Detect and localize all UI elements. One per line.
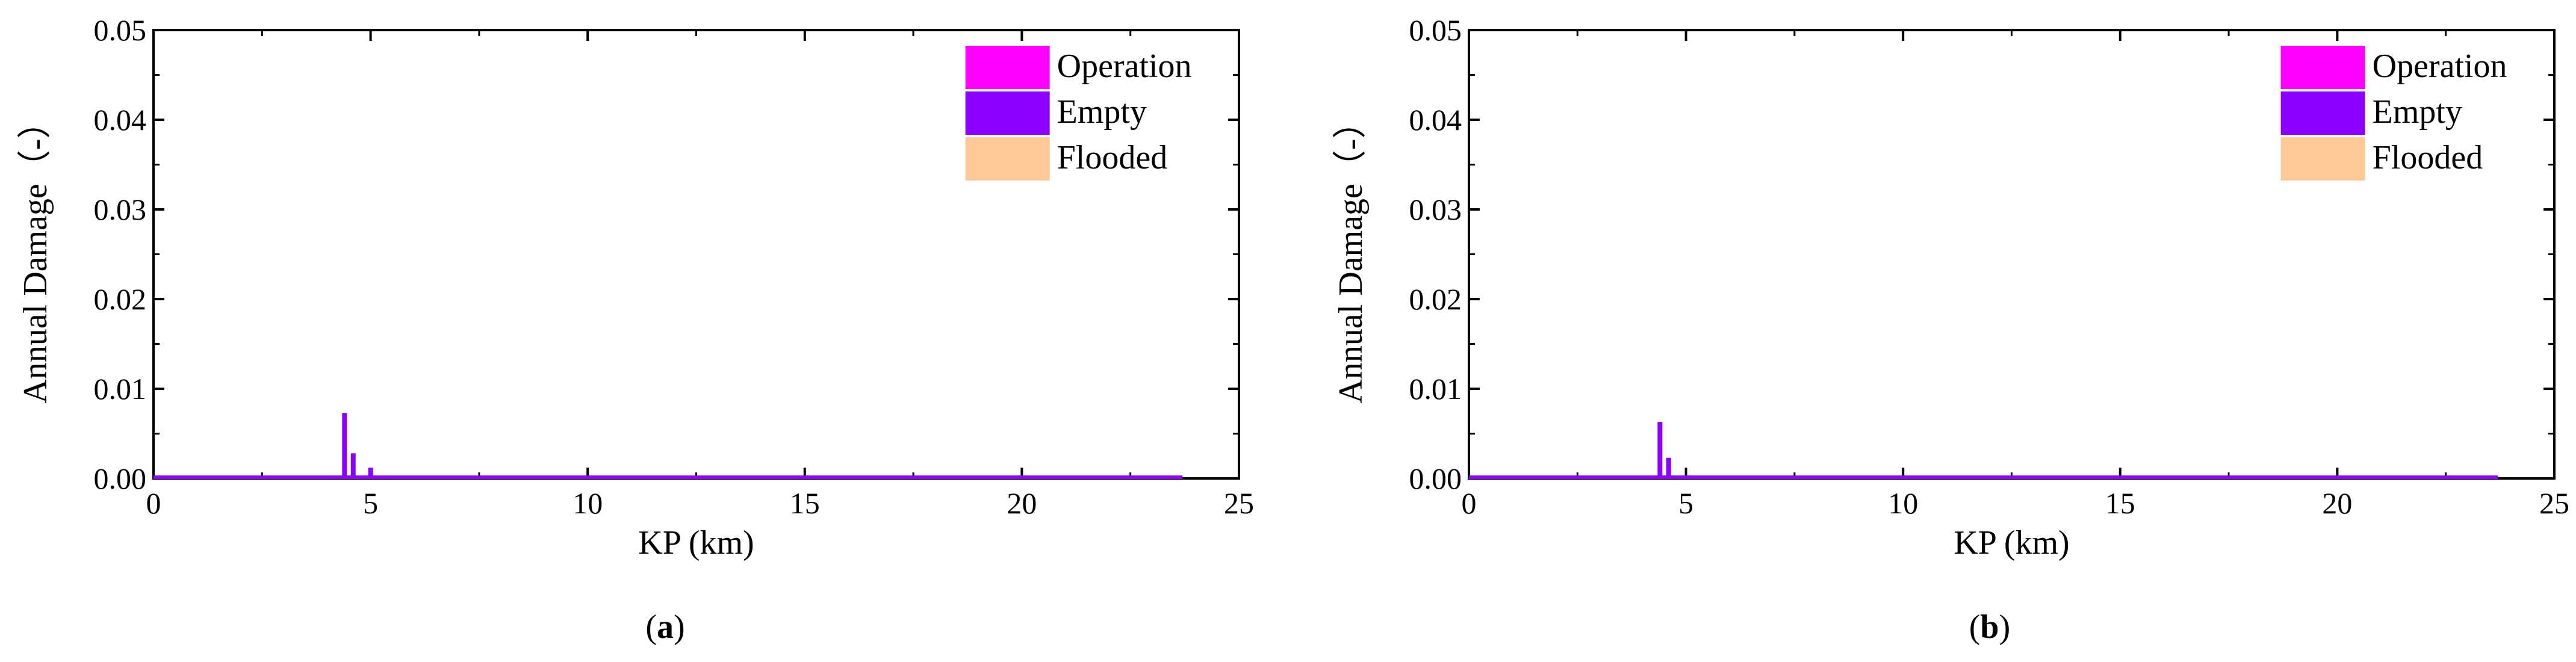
caption-open: ( <box>1969 608 1981 646</box>
legend-swatch-empty <box>2280 91 2365 135</box>
x-tick-label: 0 <box>146 486 161 520</box>
y-tick-label: 0.01 <box>1409 372 1462 406</box>
bar-empty <box>368 468 373 478</box>
y-tick-label: 0.00 <box>1409 462 1462 495</box>
bar-empty <box>1657 422 1663 478</box>
x-tick-label: 25 <box>2539 486 2569 520</box>
x-tick-label: 20 <box>1007 486 1037 520</box>
y-tick-label: 0.05 <box>1409 13 1462 47</box>
y-tick-label: 0.05 <box>94 13 147 47</box>
bar-empty <box>350 453 356 478</box>
caption-close: ) <box>674 608 685 646</box>
chart-panel-a: 0 5 10 15 20 25 0.00 0.01 0.02 0.03 0.04 0.05 KP (km… <box>17 13 1254 646</box>
bar-empty <box>1666 457 1671 478</box>
legend-label-operation: Operation <box>2373 48 2507 85</box>
x-tick-label: 10 <box>1888 486 1918 520</box>
y-tick-label: 0.00 <box>94 462 147 495</box>
y-tick-label: 0.03 <box>94 193 147 226</box>
y-axis-title: Annual Damage（-） <box>17 105 54 403</box>
legend-label-flooded: Flooded <box>1057 139 1168 176</box>
legend-label-empty: Empty <box>1057 93 1147 131</box>
legend-swatch-operation <box>2280 46 2365 89</box>
legend-label-flooded: Flooded <box>2373 139 2483 176</box>
y-tick-label: 0.01 <box>94 372 147 406</box>
x-tick-label: 15 <box>790 486 820 520</box>
legend-swatch-operation <box>965 46 1050 89</box>
x-tick-label: 20 <box>2322 486 2352 520</box>
chart-panel-b: 0 5 10 15 20 25 0.00 0.01 0.02 0.03 0.04 0.05 KP (km… <box>1332 13 2569 646</box>
x-tick-label: 15 <box>2105 486 2135 520</box>
legend-label-empty: Empty <box>2373 93 2462 131</box>
legend-swatch-empty <box>965 91 1050 135</box>
x-tick-label: 5 <box>1678 486 1693 520</box>
bar-empty <box>342 413 347 478</box>
y-tick-label: 0.04 <box>94 103 147 137</box>
x-axis-title: KP (km) <box>638 524 754 561</box>
x-tick-label: 5 <box>363 486 378 520</box>
panel-caption: (b) <box>1969 608 2010 646</box>
caption-letter: b <box>1980 608 1999 646</box>
legend-label-operation: Operation <box>1057 48 1192 85</box>
y-tick-label: 0.03 <box>1409 193 1462 226</box>
caption-letter: a <box>657 608 674 646</box>
x-tick-label: 0 <box>1462 486 1477 520</box>
x-axis-title: KP (km) <box>1954 524 2069 561</box>
caption-close: ) <box>1999 608 2011 646</box>
legend-swatch-flooded <box>965 137 1050 181</box>
x-tick-label: 10 <box>573 486 603 520</box>
y-tick-label: 0.04 <box>1409 103 1462 137</box>
y-tick-label: 0.02 <box>94 282 147 316</box>
caption-open: ( <box>645 608 657 646</box>
legend-swatch-flooded <box>2280 137 2365 181</box>
x-tick-label: 25 <box>1224 486 1254 520</box>
y-tick-label: 0.02 <box>1409 282 1462 316</box>
panel-caption: (a) <box>645 608 684 646</box>
y-axis-title: Annual Damage（-） <box>1332 105 1370 403</box>
